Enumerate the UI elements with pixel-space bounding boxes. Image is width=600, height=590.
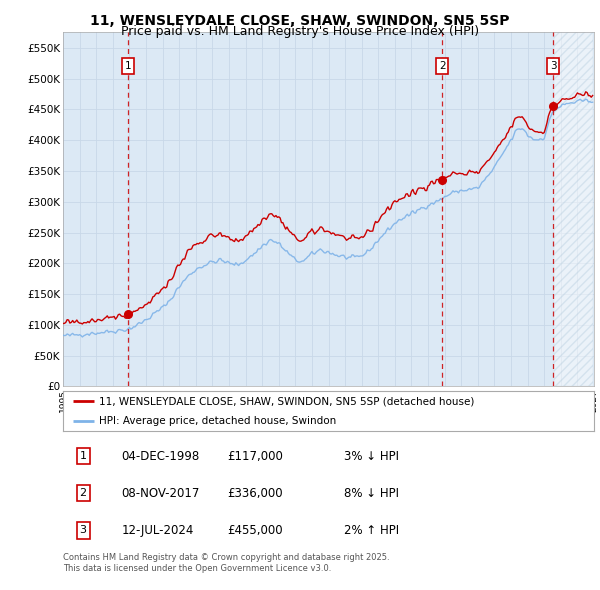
Text: HPI: Average price, detached house, Swindon: HPI: Average price, detached house, Swin… [98,416,336,425]
Text: 12-JUL-2024: 12-JUL-2024 [121,524,194,537]
Text: 3% ↓ HPI: 3% ↓ HPI [344,450,400,463]
Text: Contains HM Land Registry data © Crown copyright and database right 2025.
This d: Contains HM Land Registry data © Crown c… [63,553,389,573]
Text: 3: 3 [80,526,86,535]
Text: 11, WENSLEYDALE CLOSE, SHAW, SWINDON, SN5 5SP (detached house): 11, WENSLEYDALE CLOSE, SHAW, SWINDON, SN… [98,396,474,407]
Text: £455,000: £455,000 [227,524,283,537]
Text: 1: 1 [125,61,131,71]
Text: £336,000: £336,000 [227,487,283,500]
Text: 11, WENSLEYDALE CLOSE, SHAW, SWINDON, SN5 5SP: 11, WENSLEYDALE CLOSE, SHAW, SWINDON, SN… [90,14,510,28]
Text: 2: 2 [439,61,445,71]
Text: 08-NOV-2017: 08-NOV-2017 [121,487,200,500]
Text: 1: 1 [80,451,86,461]
Text: 04-DEC-1998: 04-DEC-1998 [121,450,200,463]
Text: 2: 2 [80,489,87,498]
Text: Price paid vs. HM Land Registry's House Price Index (HPI): Price paid vs. HM Land Registry's House … [121,25,479,38]
Text: 2% ↑ HPI: 2% ↑ HPI [344,524,400,537]
Text: 3: 3 [550,61,556,71]
Text: £117,000: £117,000 [227,450,283,463]
Text: 8% ↓ HPI: 8% ↓ HPI [344,487,400,500]
